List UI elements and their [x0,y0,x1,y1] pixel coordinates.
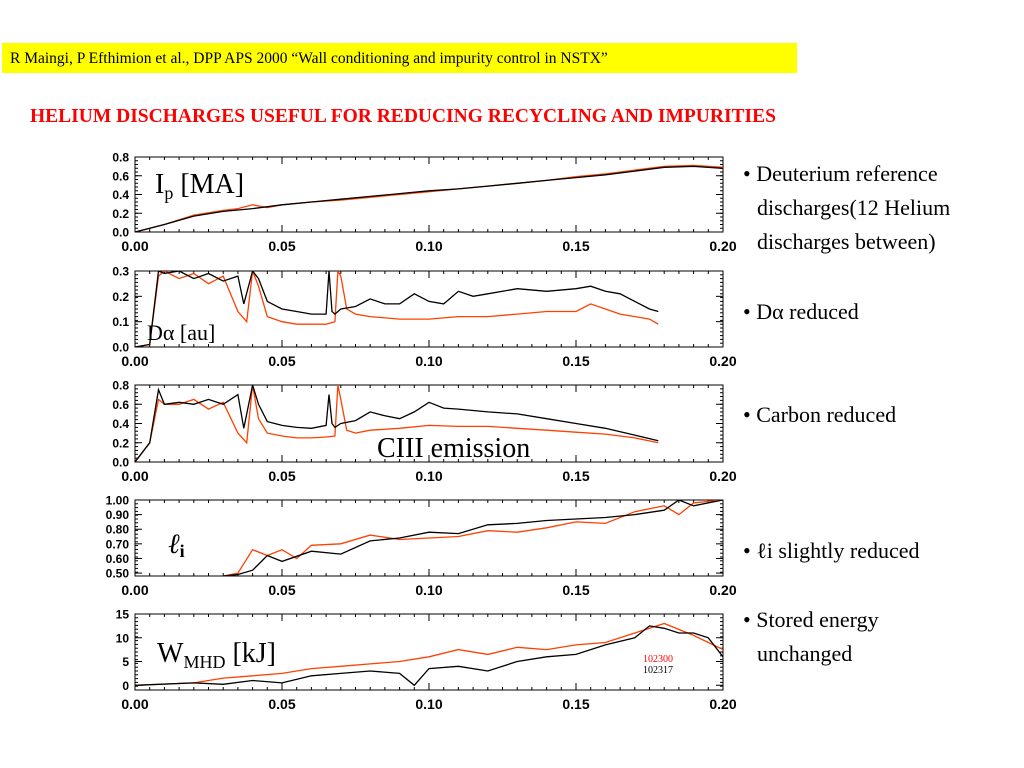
y-tick-label: 0.80 [106,523,130,537]
y-tick-label: 1.00 [106,494,130,508]
y-tick-label: 0.1 [112,315,129,329]
bullet-line: Dα reduced [756,299,859,324]
x-tick-label: 0.05 [268,353,295,369]
y-tick-label: 10 [116,631,130,645]
bullet-line: ℓi slightly reduced [756,538,920,563]
x-tick-label: 0.00 [121,582,148,598]
panel-label: Dα [au] [147,320,215,345]
legend-entry: 102317 [643,665,673,676]
y-tick-label: 0.50 [106,567,130,581]
page-headline: HELIUM DISCHARGES USEFUL FOR REDUCING RE… [30,106,776,127]
x-tick-label: 0.20 [709,696,736,712]
y-tick-label: 0.3 [112,265,129,279]
y-tick-label: 0.2 [112,290,129,304]
series-102317 [135,385,659,462]
bullet-carbon: • Carbon reduced [743,402,897,427]
y-tick-label: 0.2 [112,436,129,450]
x-tick-label: 0.05 [268,582,295,598]
panel-label: Ip [MA] [155,169,244,203]
bullet-line: unchanged [757,641,853,666]
x-tick-label: 0.05 [268,696,295,712]
y-tick-label: 0 [122,679,129,693]
x-tick-label: 0.00 [121,353,148,369]
bullet-energy: • Stored energy unchanged [743,603,879,671]
bullet-line: discharges(12 Helium [757,195,951,220]
y-tick-label: 0.60 [106,552,130,566]
series-102300 [223,500,723,576]
y-tick-label: 5 [122,655,129,669]
bullet-line: Carbon reduced [756,402,897,427]
x-tick-label: 0.10 [415,696,442,712]
x-tick-label: 0.15 [562,696,589,712]
panel-label: WMHD [kJ] [157,638,276,672]
bullet-li: • ℓi slightly reduced [743,538,920,563]
bullet-deuterium: • Deuterium reference discharges(12 Heli… [743,157,950,259]
bullet-list: • Deuterium reference discharges(12 Heli… [743,0,1023,768]
y-tick-label: 0.8 [112,151,129,165]
panel-1: 0.00 0.05 0.10 0.15 0.20 0.8 0.6 0.4 0.2 0.0 Ip [M… [112,151,737,255]
series-102317 [135,271,659,347]
y-tick-label: 0.2 [112,207,129,221]
x-tick-label: 0.00 [121,696,148,712]
bullet-line: Deuterium reference [756,161,938,186]
x-tick-label: 0.00 [121,468,148,484]
x-tick-label: 0.10 [415,353,442,369]
panel-3: 0.00 0.05 0.10 0.15 0.20 0.8 0.6 0.4 0.2 0.0 CIII … [112,379,737,485]
x-tick-label: 0.15 [562,238,589,254]
y-tick-label: 0.90 [106,508,130,522]
panel-label: ℓi [168,529,185,561]
citation-banner: R Maingi, P Efthimion et al., DPP APS 20… [2,43,797,73]
panel-2: 0.00 0.05 0.10 0.15 0.20 0.3 0.2 0.1 0.0 Dα [au] [112,265,737,370]
series-102317 [135,165,723,232]
x-tick-label: 0.20 [709,353,736,369]
x-tick-label: 0.05 [268,468,295,484]
y-tick-label: 0.6 [112,398,129,412]
bullet-line: Stored energy [756,607,879,632]
y-tick-label: 0.0 [112,456,129,470]
x-tick-label: 0.20 [709,468,736,484]
x-tick-label: 0.15 [562,353,589,369]
plot-frame [134,270,724,348]
panel-label: CIII emission [377,433,530,464]
bullet-dalpha: • Dα reduced [743,299,859,324]
series-102317 [135,625,723,687]
series-102300 [135,164,723,232]
y-tick-label: 0.0 [112,341,129,355]
x-tick-label: 0.10 [415,238,442,254]
series-102300 [135,271,659,347]
x-tick-label: 0.15 [562,468,589,484]
x-tick-label: 0.20 [709,582,736,598]
panel-4: 0.00 0.05 0.10 0.15 0.20 1.000.900.800.700.60… [106,494,737,599]
bullet-line: discharges between) [757,229,936,254]
y-tick-label: 0.8 [112,379,129,393]
x-tick-label: 0.15 [562,582,589,598]
x-tick-label: 0.05 [268,238,295,254]
y-tick-label: 0.0 [112,226,129,240]
x-tick-label: 0.10 [415,582,442,598]
panel-5: 0.00 0.05 0.10 0.15 0.20 15 10 5 0 WMHD [kJ] 10230… [116,608,737,713]
y-tick-label: 0.70 [106,537,130,551]
y-tick-label: 0.6 [112,169,129,183]
y-tick-label: 15 [116,608,130,622]
x-tick-label: 0.00 [121,238,148,254]
x-tick-label: 0.10 [415,468,442,484]
series-102317 [223,500,723,576]
y-tick-label: 0.4 [112,188,129,202]
x-tick-label: 0.20 [709,238,736,254]
y-tick-label: 0.4 [112,417,129,431]
legend-entry: 102300 [643,654,673,665]
